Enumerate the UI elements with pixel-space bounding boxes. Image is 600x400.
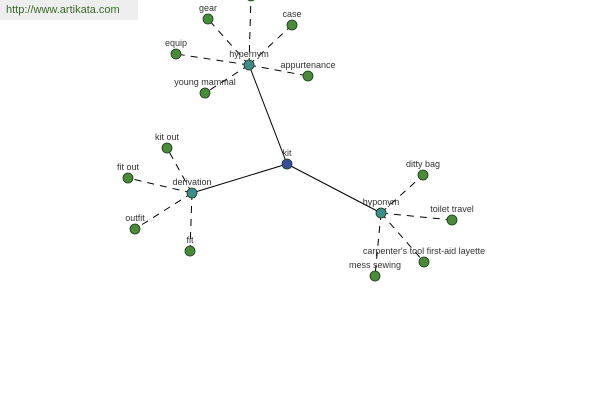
leaf-node[interactable] <box>418 256 430 268</box>
relation-edge <box>248 64 288 165</box>
relation-derivation-label: derivation <box>172 177 211 187</box>
leaf-label: toilet travel <box>430 204 474 214</box>
leaf-label: case <box>282 9 301 19</box>
nodes: gear case equip appurtenance young mammal hyp… <box>117 0 485 282</box>
leaf-label: young mammal <box>174 77 236 87</box>
leaf-node[interactable] <box>161 142 173 154</box>
leaf-edge <box>380 212 425 263</box>
leaf-node[interactable] <box>417 169 429 181</box>
relation-edge <box>191 163 288 194</box>
leaf-node[interactable] <box>446 214 458 226</box>
leaf-edge <box>248 64 309 77</box>
edges <box>127 0 453 277</box>
leaf-node[interactable] <box>122 172 134 184</box>
leaf-node[interactable] <box>369 270 381 282</box>
leaf-label: equip <box>165 38 187 48</box>
leaf-edge <box>374 212 382 277</box>
leaf-node[interactable] <box>184 245 196 257</box>
relation-hyponym-label: hyponym <box>363 197 400 207</box>
leaf-edge <box>207 18 250 66</box>
root-label: kit <box>283 148 292 158</box>
leaf-edge <box>127 177 193 194</box>
leaf-label: fit <box>186 235 194 245</box>
leaf-node[interactable] <box>170 48 182 60</box>
leaf-edge <box>204 64 250 94</box>
relation-edge <box>286 163 382 214</box>
leaf-edge <box>380 212 453 221</box>
leaf-label: fit out <box>117 162 140 172</box>
leaf-edge <box>248 24 293 66</box>
leaf-edge <box>248 0 252 66</box>
leaf-node[interactable] <box>286 19 298 31</box>
leaf-node[interactable] <box>246 0 256 2</box>
leaf-node[interactable] <box>202 13 214 25</box>
leaf-label: mess sewing <box>349 260 401 270</box>
relation-hyponym-node[interactable] <box>375 207 387 219</box>
leaf-edge <box>166 147 193 194</box>
relation-hypernym-node[interactable] <box>243 59 255 71</box>
leaf-node[interactable] <box>302 70 314 82</box>
root-node[interactable] <box>281 158 293 170</box>
leaf-label: kit out <box>155 132 180 142</box>
leaf-edge <box>380 174 424 214</box>
leaf-node[interactable] <box>129 223 141 235</box>
leaf-edge <box>189 192 193 252</box>
relation-derivation-node[interactable] <box>186 187 198 199</box>
leaf-edge <box>134 192 193 230</box>
relation-hypernym-label: hypernym <box>229 49 269 59</box>
leaf-label: gear <box>199 3 217 13</box>
leaf-node[interactable] <box>199 87 211 99</box>
watermark-link[interactable]: http://www.artikata.com <box>0 0 138 20</box>
leaf-label: ditty bag <box>406 159 440 169</box>
leaf-label: carpenter's tool first-aid layette <box>363 246 485 256</box>
leaf-label: outfit <box>125 213 145 223</box>
leaf-label: appurtenance <box>280 60 335 70</box>
